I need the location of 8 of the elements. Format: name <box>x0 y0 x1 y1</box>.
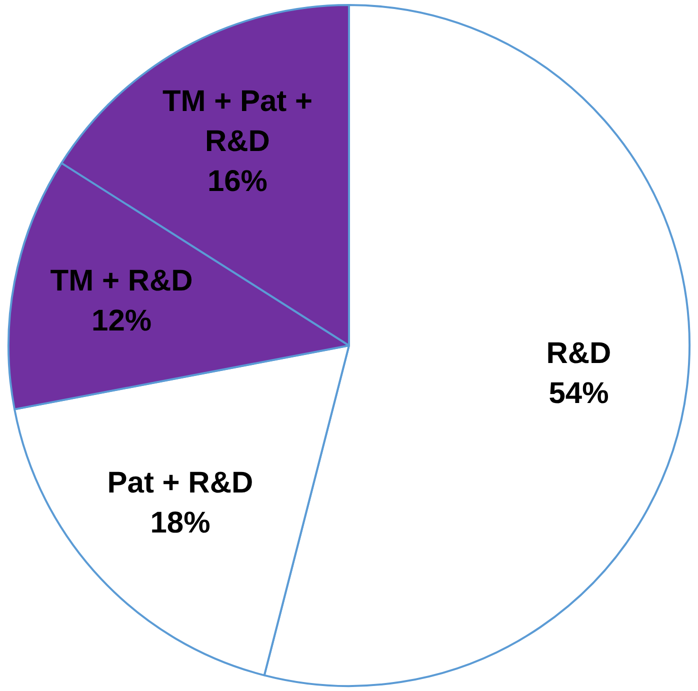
data-label: 54% <box>548 376 609 410</box>
data-label: 18% <box>150 506 210 540</box>
slice-label: Pat + R&D <box>107 466 254 500</box>
slice-label: TM + R&D <box>50 264 193 298</box>
data-label: 16% <box>207 164 268 198</box>
slice-label: R&D <box>546 336 612 370</box>
data-label: 12% <box>92 304 152 338</box>
slice-label: TM + Pat + R&D <box>162 84 312 158</box>
